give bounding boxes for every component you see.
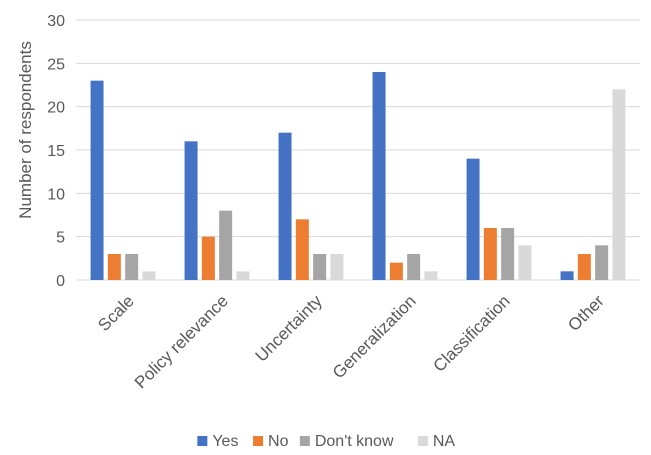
legend-swatch (197, 436, 208, 446)
legend-item: Yes (197, 433, 238, 450)
bar (483, 228, 497, 280)
legend-swatch (299, 436, 310, 446)
legend-label: Yes (212, 433, 238, 450)
bar (313, 254, 327, 280)
bars (90, 72, 626, 281)
legend-label: No (268, 433, 289, 450)
legend-label: NA (433, 433, 456, 450)
x-category-label: Other (564, 291, 608, 335)
x-category-label: Policy relevance (131, 291, 232, 392)
x-category-label: Scale (94, 291, 138, 335)
bar (577, 254, 591, 280)
legend-swatch (417, 436, 428, 446)
x-category-label: Uncertainty (252, 291, 327, 366)
x-category-label: Classification (430, 291, 514, 375)
y-tick-label: 25 (47, 56, 65, 73)
y-tick-label: 5 (56, 230, 65, 247)
legend: Yes No Don't know NA (197, 433, 455, 450)
bar (330, 254, 344, 280)
legend-item: Don't know (299, 433, 394, 450)
bar (595, 245, 609, 280)
y-tick-label: 20 (47, 100, 65, 117)
x-category-label: Generalization (329, 291, 420, 382)
y-tick-label: 0 (56, 273, 65, 290)
bar (219, 210, 233, 280)
bar (407, 254, 421, 280)
y-tick-label: 10 (47, 186, 65, 203)
bar (142, 271, 156, 280)
y-tick-label: 15 (47, 143, 65, 160)
bar (201, 236, 215, 280)
y-axis-label: Number of respondents (16, 41, 35, 219)
legend-item: No (253, 433, 289, 450)
bar (518, 245, 532, 280)
bar (372, 72, 386, 280)
y-tick-label: 30 (47, 13, 65, 30)
bar (278, 132, 292, 280)
bar (501, 228, 515, 280)
legend-item: NA (417, 433, 456, 450)
legend-swatch (253, 436, 264, 446)
gridlines (76, 19, 640, 281)
bar (107, 254, 121, 280)
bar (90, 80, 104, 281)
legend-label: Don't know (315, 433, 394, 450)
bar (389, 262, 403, 280)
bar (424, 271, 438, 280)
bar (295, 219, 309, 280)
y-axis-ticks: 0 5 10 15 20 25 30 (47, 13, 65, 290)
bar (612, 89, 626, 280)
bar (236, 271, 250, 280)
bar (184, 141, 198, 280)
bar (466, 158, 480, 280)
bar (560, 271, 574, 280)
bar (125, 254, 139, 280)
